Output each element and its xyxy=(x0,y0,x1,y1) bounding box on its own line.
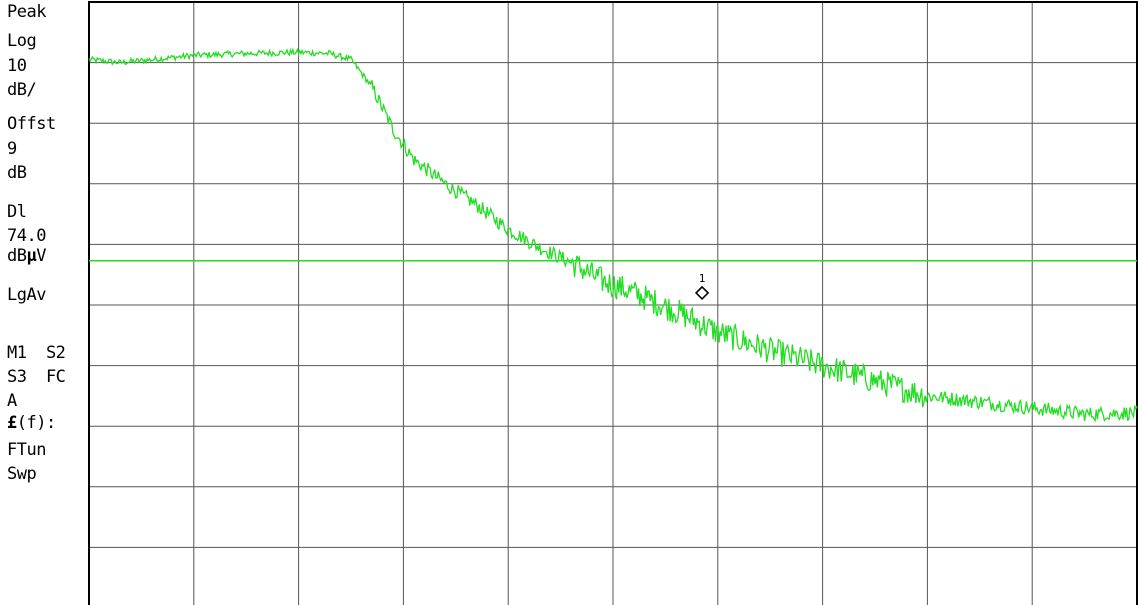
function-line-1: £(f): xyxy=(7,413,56,433)
spectrum-trace xyxy=(88,47,1138,423)
offset-label: Offst xyxy=(7,114,56,134)
offset-value: 9 xyxy=(7,139,17,159)
graticule xyxy=(89,2,1137,605)
trace-modes-line-3: A xyxy=(7,391,17,411)
detector-label: Peak xyxy=(7,2,46,22)
display-line-label: Dl xyxy=(7,202,27,222)
scale-value-label: 10 xyxy=(7,56,27,76)
marker-group: 1 xyxy=(694,272,710,301)
scale-type-label: Log xyxy=(7,31,37,51)
display-line-unit: dBµV xyxy=(7,246,46,266)
display-line-unit-suffix: V xyxy=(36,246,46,266)
annotation-panel: Peak Log 10 dB/ Offst 9 dB Dl 74.0 dBµV … xyxy=(0,0,86,605)
marker-diamond xyxy=(694,285,710,301)
averaging-label: LgAv xyxy=(7,285,46,305)
graticule-frame xyxy=(88,1,1138,605)
display-line-unit-prefix: dB xyxy=(7,246,27,266)
trace-modes-line-1: M1 S2 xyxy=(7,343,66,363)
function-symbol: £ xyxy=(7,413,17,433)
function-line-3: Swp xyxy=(7,464,37,484)
display-line-value: 74.0 xyxy=(7,226,46,246)
offset-unit: dB xyxy=(7,163,27,183)
function-line-2: FTun xyxy=(7,440,46,460)
function-text: (f): xyxy=(16,413,56,433)
display-line-unit-mu: µ xyxy=(26,246,37,266)
scale-unit-label: dB/ xyxy=(7,80,37,100)
trace-modes-line-2: S3 FC xyxy=(7,367,66,387)
marker-label: 1 xyxy=(699,272,706,285)
